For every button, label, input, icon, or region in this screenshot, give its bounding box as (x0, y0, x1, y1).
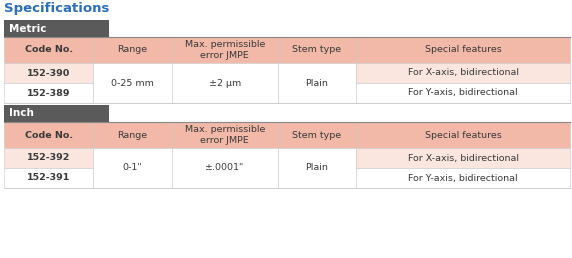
Text: Inch: Inch (9, 109, 34, 118)
Bar (4, 168, 93, 188)
Bar (172, 37, 278, 63)
Text: 152-392: 152-392 (27, 154, 70, 163)
Bar (93, 37, 172, 63)
Bar (278, 37, 356, 63)
Text: Code No.: Code No. (25, 45, 73, 54)
Bar (4, 37, 93, 63)
Text: 152-389: 152-389 (27, 88, 70, 98)
Text: For Y-axis, bidirectional: For Y-axis, bidirectional (408, 88, 518, 98)
Bar (356, 37, 570, 63)
Text: For Y-axis, bidirectional: For Y-axis, bidirectional (408, 173, 518, 182)
Bar (4, 122, 93, 148)
Text: 152-390: 152-390 (27, 69, 70, 77)
Text: Max. permissible
error JMPE: Max. permissible error JMPE (185, 40, 265, 60)
Text: Special features: Special features (424, 131, 502, 140)
Bar (4, 20, 109, 37)
Text: 0-25 mm: 0-25 mm (111, 78, 154, 87)
Bar (278, 122, 356, 148)
Bar (356, 168, 570, 188)
Text: Stem type: Stem type (292, 45, 341, 54)
Bar (278, 148, 356, 188)
Text: For X-axis, bidirectional: For X-axis, bidirectional (407, 69, 519, 77)
Text: ±.0001": ±.0001" (205, 164, 244, 173)
Bar (172, 122, 278, 148)
Bar (356, 63, 570, 83)
Text: 0-1": 0-1" (122, 164, 142, 173)
Text: Range: Range (117, 45, 148, 54)
Text: Range: Range (117, 131, 148, 140)
Bar (172, 63, 278, 103)
Bar (172, 148, 278, 188)
Bar (93, 63, 172, 103)
Bar (4, 83, 93, 103)
Bar (4, 105, 109, 122)
Text: For X-axis, bidirectional: For X-axis, bidirectional (407, 154, 519, 163)
Text: 152-391: 152-391 (27, 173, 70, 182)
Bar (93, 148, 172, 188)
Text: Stem type: Stem type (292, 131, 341, 140)
Bar (4, 148, 93, 168)
Text: Plain: Plain (305, 78, 328, 87)
Bar (356, 122, 570, 148)
Bar (93, 122, 172, 148)
Text: Metric: Metric (9, 23, 46, 34)
Bar (356, 148, 570, 168)
Text: Code No.: Code No. (25, 131, 73, 140)
Text: Special features: Special features (424, 45, 502, 54)
Text: ±2 μm: ±2 μm (209, 78, 241, 87)
Bar (4, 63, 93, 83)
Text: Specifications: Specifications (4, 2, 109, 15)
Text: Plain: Plain (305, 164, 328, 173)
Bar (278, 63, 356, 103)
Bar (356, 83, 570, 103)
Text: Max. permissible
error JMPE: Max. permissible error JMPE (185, 125, 265, 145)
